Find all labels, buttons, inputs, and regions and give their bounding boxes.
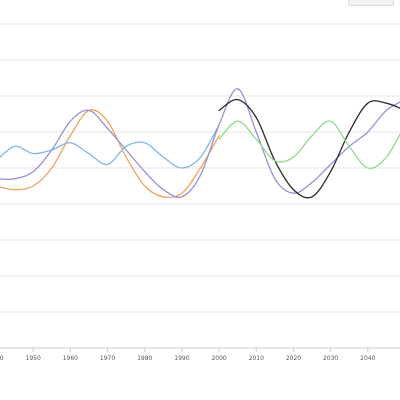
x-tick-label: 1960 [63,355,78,362]
x-tick-label: 2030 [323,355,338,362]
x-tick-label: 1990 [174,355,189,362]
x-tick-label: 1940 [0,355,4,362]
x-tick-label: 1970 [100,355,115,362]
gridlines [0,23,400,349]
series-line-2 [0,124,220,169]
series-line-5 [218,120,400,169]
x-tick-label: 2000 [211,355,226,362]
series-line-1 [0,109,220,199]
series-line-4 [218,98,400,199]
x-tick-label: 2040 [360,355,375,362]
x-tick-label: 2020 [286,355,301,362]
series-line-3 [0,88,400,199]
x-axis-ticks: 1940 1950 1960 1970 1980 1990 2000 2010 2020 2030… [0,348,376,362]
x-tick-label: 1980 [137,355,152,362]
x-tick-label: 1950 [26,355,41,362]
series-lines [0,88,400,199]
x-tick-label: 2010 [249,355,264,362]
chart-menu-button[interactable] [348,0,394,6]
